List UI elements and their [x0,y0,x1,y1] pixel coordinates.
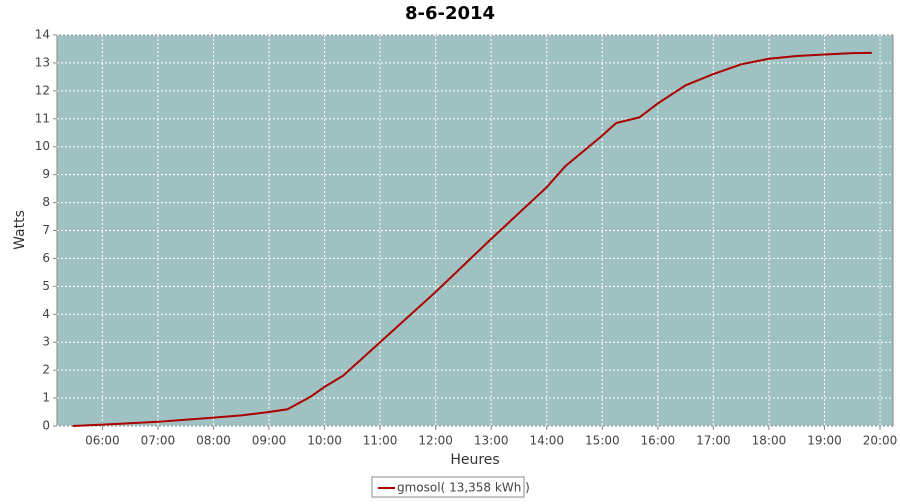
y-tick-label: 9 [42,167,50,181]
x-tick-label: 10:00 [307,434,342,448]
data-line [72,51,872,427]
x-tick-label: 13:00 [474,434,509,448]
y-tick-label: 0 [42,419,50,433]
y-tick-label: 1 [42,391,50,405]
chart-title: 8-6-2014 [405,3,495,24]
y-tick-label: 4 [42,307,50,321]
x-tick-label: 14:00 [529,434,564,448]
legend-label: gmosol( 13,358 kWh ) [397,481,530,495]
x-tick-label: 16:00 [641,434,676,448]
y-tick-label: 5 [42,279,50,293]
x-tick-label: 19:00 [807,434,842,448]
legend [371,476,525,498]
y-tick-label: 7 [42,223,50,237]
x-tick-label: 18:00 [752,434,787,448]
y-tick-label: 2 [42,363,50,377]
y-tick-label: 12 [35,83,50,97]
y-tick-label: 10 [35,139,50,153]
y-tick-label: 13 [35,55,50,69]
y-tick-label: 14 [35,28,50,42]
y-tick-label: 11 [35,111,50,125]
y-tick-label: 6 [42,251,50,265]
x-tick-label: 06:00 [85,434,120,448]
x-tick-label: 07:00 [141,434,176,448]
x-tick-label: 15:00 [585,434,620,448]
x-tick-label: 20:00 [863,434,898,448]
y-axis-label: Watts [12,210,28,250]
y-tick-label: 3 [42,335,50,349]
x-tick-label: 09:00 [252,434,287,448]
x-tick-label: 11:00 [363,434,398,448]
y-tick-label: 8 [42,195,50,209]
x-tick-label: 08:00 [196,434,231,448]
x-tick-label: 12:00 [418,434,453,448]
x-tick-label: 17:00 [696,434,731,448]
x-axis-label: Heures [450,452,499,468]
